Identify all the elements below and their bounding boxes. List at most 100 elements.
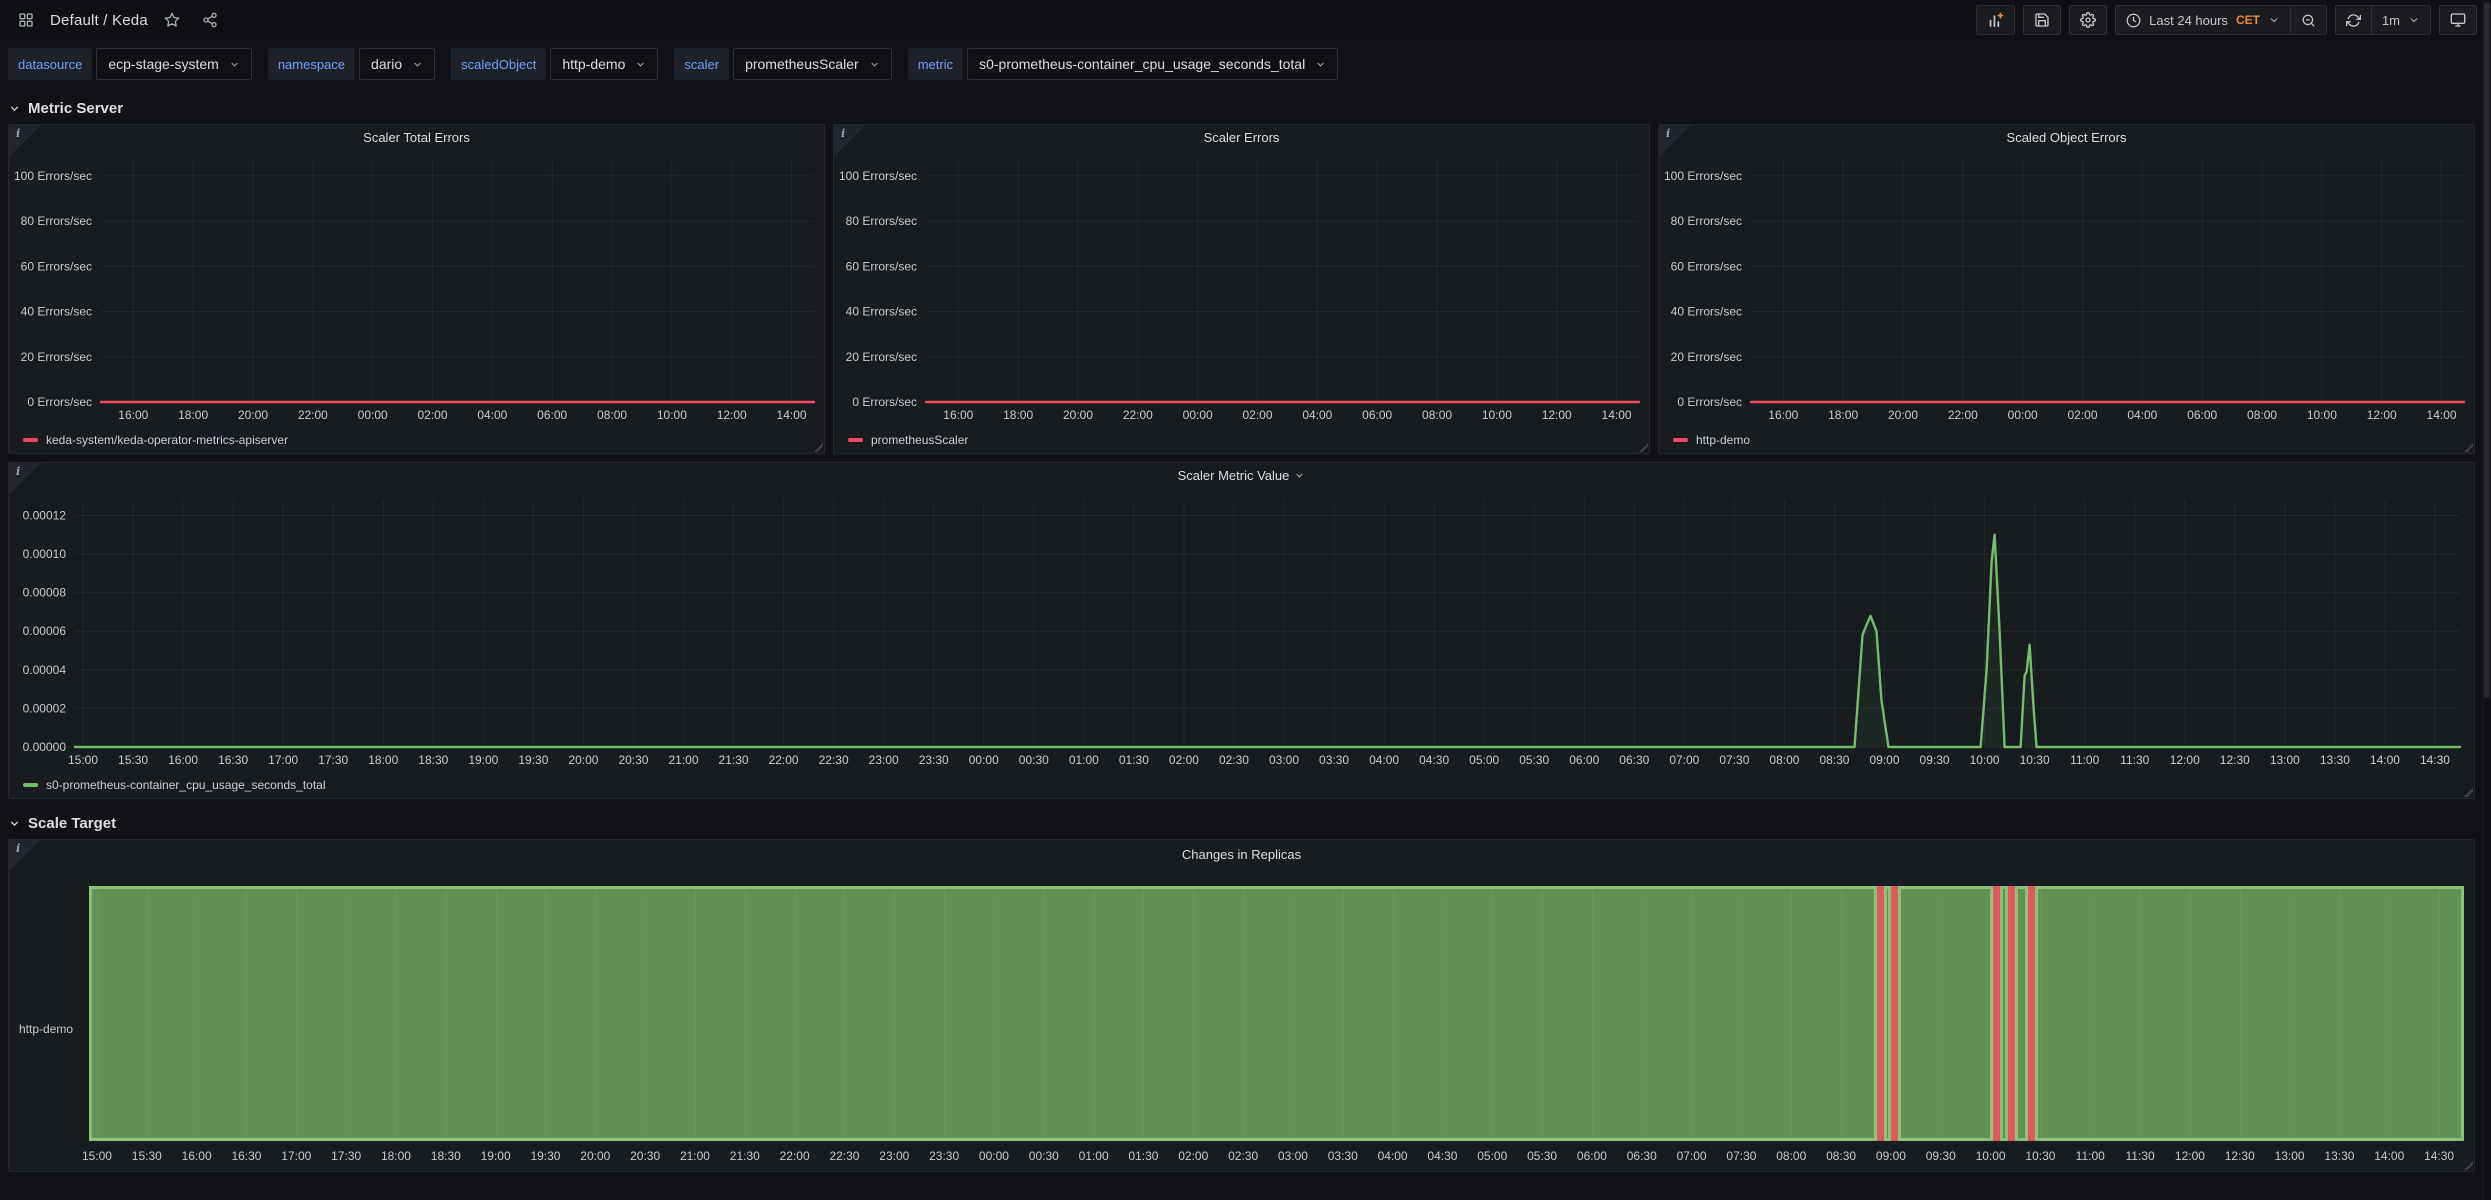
variable-value-dropdown[interactable]: s0-prometheus-container_cpu_usage_second… xyxy=(967,48,1339,80)
panel-info-icon[interactable]: i xyxy=(9,840,41,872)
kiosk-monitor-icon xyxy=(2450,13,2466,27)
svg-text:07:00: 07:00 xyxy=(1669,753,1699,767)
panel-title[interactable]: Changes in Replicas xyxy=(1181,846,1302,862)
svg-text:21:00: 21:00 xyxy=(668,753,698,767)
legend-swatch xyxy=(848,438,863,442)
legend-item[interactable]: http-demo xyxy=(1673,433,1750,447)
panel-title[interactable]: Scaler Metric Value xyxy=(9,463,2474,488)
add-panel-button[interactable] xyxy=(1976,5,2016,35)
chart-area[interactable]: 16:00 18:00 20:00 22:00 00:00 02:00 04:00 06:00… xyxy=(834,150,1649,431)
chart-area[interactable]: 16:00 18:00 20:00 22:00 00:00 02:00 04:00 06:00… xyxy=(9,150,824,431)
time-range-picker[interactable]: Last 24 hours CET xyxy=(2115,5,2291,35)
panel-title[interactable]: Scaler Total Errors xyxy=(363,130,470,145)
breadcrumb[interactable]: Default / Keda xyxy=(50,11,148,29)
svg-text:14:00: 14:00 xyxy=(1602,408,1632,422)
x-tick-label: 21:00 xyxy=(679,1149,710,1163)
x-tick-label: 02:00 xyxy=(1178,1149,1209,1163)
x-tick-label: 23:30 xyxy=(929,1149,960,1163)
x-tick-label: 22:30 xyxy=(829,1149,860,1163)
x-tick-label: 13:30 xyxy=(2324,1149,2355,1163)
section-header-scale-target[interactable]: Scale Target xyxy=(8,807,2475,839)
timeline-gridline xyxy=(2189,889,2191,1138)
timezone-badge: CET xyxy=(2235,13,2260,27)
timeline-segment-red[interactable] xyxy=(1890,886,1898,1141)
dashboard-settings-button[interactable] xyxy=(2069,5,2108,35)
panel-info-icon[interactable]: i xyxy=(9,125,41,157)
variable-value-dropdown[interactable]: dario xyxy=(359,48,436,80)
dashboards-button[interactable] xyxy=(12,6,40,34)
share-button[interactable] xyxy=(196,6,224,34)
favorite-button[interactable] xyxy=(158,6,186,34)
svg-text:80 Errors/sec: 80 Errors/sec xyxy=(1671,214,1742,228)
svg-text:09:30: 09:30 xyxy=(1920,753,1950,767)
timeline-gridline xyxy=(1093,889,1095,1138)
panel-info-icon[interactable]: i xyxy=(9,463,41,495)
svg-text:22:30: 22:30 xyxy=(819,753,849,767)
panel-resize-handle[interactable] xyxy=(1638,442,1648,452)
panel-title[interactable]: Scaled Object Errors xyxy=(2006,130,2127,145)
panel-info-icon[interactable]: i xyxy=(1659,125,1691,157)
timeline-segment-green[interactable] xyxy=(2014,886,2029,1141)
zoom-out-time-button[interactable] xyxy=(2290,5,2327,35)
kiosk-mode-button[interactable] xyxy=(2439,5,2477,35)
x-tick-label: 16:00 xyxy=(181,1149,212,1163)
panel-info-icon[interactable]: i xyxy=(834,125,866,157)
panel-resize-handle[interactable] xyxy=(2463,787,2473,797)
x-tick-label: 20:00 xyxy=(580,1149,611,1163)
refresh-controls: 1m xyxy=(2334,5,2431,35)
timeline-gridline xyxy=(495,889,497,1138)
panel-title[interactable]: Scaler Errors xyxy=(1203,130,1280,145)
svg-text:20:00: 20:00 xyxy=(568,753,598,767)
timeline-segment-green[interactable] xyxy=(2035,886,2464,1141)
variable-value-dropdown[interactable]: prometheusScaler xyxy=(733,48,892,80)
panel-resize-handle[interactable] xyxy=(2463,1160,2473,1170)
timeline-gridline xyxy=(1542,889,1544,1138)
svg-text:22:00: 22:00 xyxy=(769,753,799,767)
variable-value-dropdown[interactable]: ecp-stage-system xyxy=(96,48,252,80)
svg-text:20:30: 20:30 xyxy=(618,753,648,767)
x-tick-label: 07:30 xyxy=(1726,1149,1757,1163)
timeline-segment-red[interactable] xyxy=(2007,886,2015,1141)
timeline-segment-red[interactable] xyxy=(2028,886,2036,1141)
page-scrollbar[interactable] xyxy=(2483,0,2491,1200)
svg-text:06:00: 06:00 xyxy=(537,408,567,422)
x-tick-label: 09:30 xyxy=(1925,1149,1956,1163)
panel-resize-handle[interactable] xyxy=(2463,442,2473,452)
refresh-button[interactable] xyxy=(2334,5,2372,35)
timeline-segment-green[interactable] xyxy=(89,886,1877,1141)
svg-text:08:00: 08:00 xyxy=(1769,753,1799,767)
timeline-segment-green[interactable] xyxy=(1883,886,1891,1141)
svg-text:10:00: 10:00 xyxy=(657,408,687,422)
timeline-segment-red[interactable] xyxy=(1876,886,1884,1141)
svg-text:16:30: 16:30 xyxy=(218,753,248,767)
svg-text:100 Errors/sec: 100 Errors/sec xyxy=(1664,169,1742,183)
scrollbar-thumb[interactable] xyxy=(2484,2,2490,698)
timeline-gridline xyxy=(96,889,98,1138)
timeline-segment-green[interactable] xyxy=(1897,886,1993,1141)
legend-item[interactable]: prometheusScaler xyxy=(848,433,968,447)
refresh-interval-picker[interactable]: 1m xyxy=(2371,5,2431,35)
timeline-segment-red[interactable] xyxy=(1992,886,2000,1141)
chart-area[interactable]: 16:00 18:00 20:00 22:00 00:00 02:00 04:00 06:00… xyxy=(1659,150,2474,431)
variable-value-text: http-demo xyxy=(562,56,626,72)
section-header-metric-server[interactable]: Metric Server xyxy=(8,92,2475,124)
svg-text:22:00: 22:00 xyxy=(1123,408,1153,422)
legend-item[interactable]: keda-system/keda-operator-metrics-apiser… xyxy=(23,433,288,447)
save-dashboard-button[interactable] xyxy=(2023,5,2062,35)
legend-swatch xyxy=(23,783,38,787)
panel-resize-handle[interactable] xyxy=(813,442,823,452)
panel-scaler-total-errors: i Scaler Total Errors 16:00 18:00 20:00 22:… xyxy=(8,124,825,454)
variable-value-dropdown[interactable]: http-demo xyxy=(550,48,659,80)
svg-text:18:00: 18:00 xyxy=(1828,408,1858,422)
x-tick-label: 12:00 xyxy=(2174,1149,2205,1163)
timeline-track[interactable] xyxy=(89,886,2464,1141)
timeline-gridline xyxy=(844,889,846,1138)
svg-text:00:00: 00:00 xyxy=(969,753,999,767)
timeline-x-axis: 15:00 15:30 16:00 16:30 17:00 17:30 18:00 18:30… xyxy=(82,1141,2464,1169)
svg-text:15:00: 15:00 xyxy=(68,753,98,767)
chart-area[interactable]: 15:00 15:30 16:00 16:30 17:00 17:30 18:00 18:30… xyxy=(9,488,2474,776)
timeline-segment-green[interactable] xyxy=(1999,886,2008,1141)
legend-item[interactable]: s0-prometheus-container_cpu_usage_second… xyxy=(23,778,326,792)
svg-text:20 Errors/sec: 20 Errors/sec xyxy=(846,350,917,364)
share-icon xyxy=(203,12,217,28)
